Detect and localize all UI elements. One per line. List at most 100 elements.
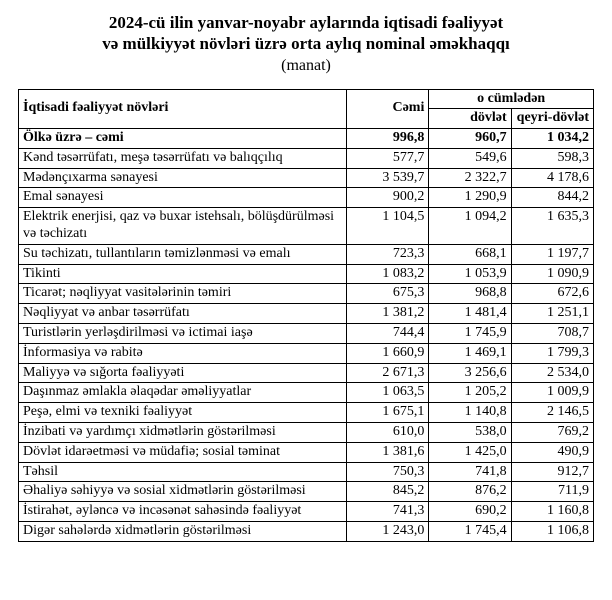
cell-state: 1 469,1 xyxy=(429,343,511,363)
cell-total: 577,7 xyxy=(347,148,429,168)
cell-label: İnzibati və yardımçı xidmətlərin göstəri… xyxy=(19,423,347,443)
cell-label: Ticarət; nəqliyyat vasitələrinin təmiri xyxy=(19,284,347,304)
cell-label: Təhsil xyxy=(19,462,347,482)
cell-nonstate: 490,9 xyxy=(511,442,593,462)
cell-state: 3 256,6 xyxy=(429,363,511,383)
cell-state: 549,6 xyxy=(429,148,511,168)
cell-nonstate: 708,7 xyxy=(511,324,593,344)
cell-label: Su təchizatı, tullantıların təmizlənməsi… xyxy=(19,244,347,264)
cell-label: Nəqliyyat və anbar təsərrüfatı xyxy=(19,304,347,324)
cell-nonstate: 1 009,9 xyxy=(511,383,593,403)
cell-total: 744,4 xyxy=(347,324,429,344)
table-row: Nəqliyyat və anbar təsərrüfatı1 381,21 4… xyxy=(19,304,594,324)
cell-label: Turistlərin yerləşdirilməsi və ictimai i… xyxy=(19,324,347,344)
cell-label: Tikinti xyxy=(19,264,347,284)
cell-total: 1 083,2 xyxy=(347,264,429,284)
cell-state: 1 745,4 xyxy=(429,522,511,542)
cell-state: 1 290,9 xyxy=(429,188,511,208)
title-line-1: 2024-cü ilin yanvar-noyabr aylarında iqt… xyxy=(109,13,503,32)
cell-total: 1 243,0 xyxy=(347,522,429,542)
cell-nonstate: 1 090,9 xyxy=(511,264,593,284)
cell-state: 1 481,4 xyxy=(429,304,511,324)
cell-label: Maliyyə və sığorta fəaliyyəti xyxy=(19,363,347,383)
cell-state: 538,0 xyxy=(429,423,511,443)
table-row: İnzibati və yardımçı xidmətlərin göstəri… xyxy=(19,423,594,443)
cell-state: 1 745,9 xyxy=(429,324,511,344)
cell-state: 741,8 xyxy=(429,462,511,482)
cell-label: İstirahət, əyləncə və incəsənət sahəsind… xyxy=(19,502,347,522)
cell-state: 1 094,2 xyxy=(429,208,511,245)
table-row: Digər sahələrdə xidmətlərin göstərilməsi… xyxy=(19,522,594,542)
cell-label: Digər sahələrdə xidmətlərin göstərilməsi xyxy=(19,522,347,542)
cell-total: 1 660,9 xyxy=(347,343,429,363)
table-row: Əhaliyə səhiyyə və sosial xidmətlərin gö… xyxy=(19,482,594,502)
cell-total: 1 063,5 xyxy=(347,383,429,403)
cell-label: Kənd təsərrüfatı, meşə təsərrüfatı və ba… xyxy=(19,148,347,168)
cell-state: 1 205,2 xyxy=(429,383,511,403)
cell-nonstate: 1 635,3 xyxy=(511,208,593,245)
cell-nonstate: 672,6 xyxy=(511,284,593,304)
title-line-2: və mülkiyyət növləri üzrə orta aylıq nom… xyxy=(102,34,510,53)
unit-label: (manat) xyxy=(18,57,594,75)
cell-nonstate: 711,9 xyxy=(511,482,593,502)
cell-state: 668,1 xyxy=(429,244,511,264)
table-row: Elektrik enerjisi, qaz və buxar istehsal… xyxy=(19,208,594,245)
cell-total: 2 671,3 xyxy=(347,363,429,383)
cell-state: 1 140,8 xyxy=(429,403,511,423)
cell-nonstate: 598,3 xyxy=(511,148,593,168)
table-row: Mədənçıxarma sənayesi3 539,72 322,74 178… xyxy=(19,168,594,188)
cell-label: Əhaliyə səhiyyə və sosial xidmətlərin gö… xyxy=(19,482,347,502)
cell-total: 723,3 xyxy=(347,244,429,264)
cell-state: 1 425,0 xyxy=(429,442,511,462)
cell-nonstate: 1 799,3 xyxy=(511,343,593,363)
cell-state: 876,2 xyxy=(429,482,511,502)
table-row-total: Ölkə üzrə – cəmi 996,8 960,7 1 034,2 xyxy=(19,129,594,149)
wage-table: İqtisadi fəaliyyət növləri Cəmi o cümləd… xyxy=(18,89,594,542)
cell-nonstate: 4 178,6 xyxy=(511,168,593,188)
col-header-nonstate: qeyri-dövlət xyxy=(511,109,593,129)
cell-nonstate: 769,2 xyxy=(511,423,593,443)
col-header-state: dövlət xyxy=(429,109,511,129)
cell-nonstate: 1 106,8 xyxy=(511,522,593,542)
cell-nonstate: 2 146,5 xyxy=(511,403,593,423)
cell-total: 675,3 xyxy=(347,284,429,304)
table-row: Təhsil750,3741,8912,7 xyxy=(19,462,594,482)
cell-total: 1 381,2 xyxy=(347,304,429,324)
col-header-activity: İqtisadi fəaliyyət növləri xyxy=(19,89,347,129)
cell-label: Daşınmaz əmlakla əlaqədar əməliyyatlar xyxy=(19,383,347,403)
cell-nonstate: 1 160,8 xyxy=(511,502,593,522)
cell-state: 960,7 xyxy=(429,129,511,149)
table-row: Dövlət idarəetməsi və müdafiə; sosial tə… xyxy=(19,442,594,462)
cell-state: 968,8 xyxy=(429,284,511,304)
table-row: İnformasiya və rabitə1 660,91 469,11 799… xyxy=(19,343,594,363)
cell-nonstate: 844,2 xyxy=(511,188,593,208)
table-row: Turistlərin yerləşdirilməsi və ictimai i… xyxy=(19,324,594,344)
cell-total: 900,2 xyxy=(347,188,429,208)
table-row: Ticarət; nəqliyyat vasitələrinin təmiri6… xyxy=(19,284,594,304)
cell-total: 845,2 xyxy=(347,482,429,502)
table-body: Ölkə üzrə – cəmi 996,8 960,7 1 034,2 Kən… xyxy=(19,129,594,542)
cell-label: Mədənçıxarma sənayesi xyxy=(19,168,347,188)
cell-total: 996,8 xyxy=(347,129,429,149)
cell-nonstate: 912,7 xyxy=(511,462,593,482)
table-row: Tikinti1 083,21 053,91 090,9 xyxy=(19,264,594,284)
cell-total: 3 539,7 xyxy=(347,168,429,188)
cell-nonstate: 1 034,2 xyxy=(511,129,593,149)
table-row: Kənd təsərrüfatı, meşə təsərrüfatı və ba… xyxy=(19,148,594,168)
cell-nonstate: 2 534,0 xyxy=(511,363,593,383)
cell-label: Dövlət idarəetməsi və müdafiə; sosial tə… xyxy=(19,442,347,462)
cell-total: 1 104,5 xyxy=(347,208,429,245)
page-title: 2024-cü ilin yanvar-noyabr aylarında iqt… xyxy=(18,12,594,55)
cell-label: Elektrik enerjisi, qaz və buxar istehsal… xyxy=(19,208,347,245)
table-row: Peşə, elmi və texniki fəaliyyət1 675,11 … xyxy=(19,403,594,423)
cell-state: 1 053,9 xyxy=(429,264,511,284)
cell-label: Ölkə üzrə – cəmi xyxy=(19,129,347,149)
col-header-including: o cümlədən xyxy=(429,89,594,109)
table-row: Daşınmaz əmlakla əlaqədar əməliyyatlar1 … xyxy=(19,383,594,403)
table-row: Su təchizatı, tullantıların təmizlənməsi… xyxy=(19,244,594,264)
cell-total: 1 381,6 xyxy=(347,442,429,462)
table-row: İstirahət, əyləncə və incəsənət sahəsind… xyxy=(19,502,594,522)
cell-label: Peşə, elmi və texniki fəaliyyət xyxy=(19,403,347,423)
cell-total: 741,3 xyxy=(347,502,429,522)
cell-total: 1 675,1 xyxy=(347,403,429,423)
